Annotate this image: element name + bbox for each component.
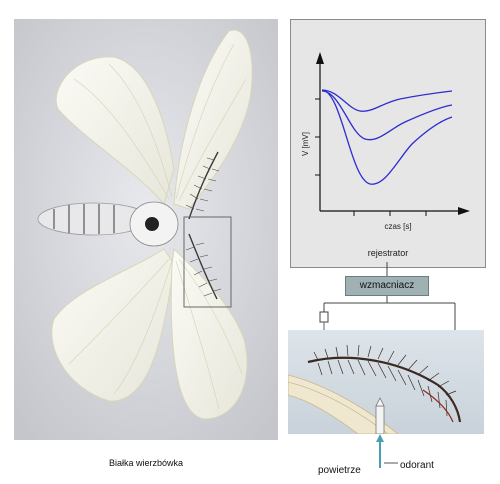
air-flow-arrow-icon	[376, 434, 384, 442]
antenna-highlight-box	[183, 216, 232, 308]
moth-antennae	[188, 151, 219, 300]
lower-right-wing	[170, 247, 248, 420]
upper-right-wing	[173, 29, 253, 210]
moth-photo	[14, 19, 278, 440]
y-axis-arrow-icon	[316, 52, 324, 64]
response-curve-large	[321, 89, 453, 185]
x-axis-label: czas [s]	[384, 222, 411, 231]
odorant-label: odorant	[400, 460, 434, 471]
x-axis-arrow-icon	[458, 207, 470, 215]
response-curve-small	[321, 89, 453, 112]
upper-left-wing	[55, 56, 175, 206]
species-caption: Białka wierzbówka	[108, 458, 184, 468]
antenna-shaft	[307, 356, 462, 423]
response-graph: V [mV] czas [s]	[301, 52, 470, 231]
response-curve-medium	[321, 90, 453, 141]
antenna-closeup	[288, 330, 484, 434]
recorder-label: rejestrator	[367, 248, 409, 258]
air-label: powietrze	[318, 465, 361, 476]
y-axis-label: V [mV]	[301, 132, 310, 156]
moth-eye	[145, 217, 159, 231]
amplifier-box: wzmacniacz	[345, 276, 429, 296]
